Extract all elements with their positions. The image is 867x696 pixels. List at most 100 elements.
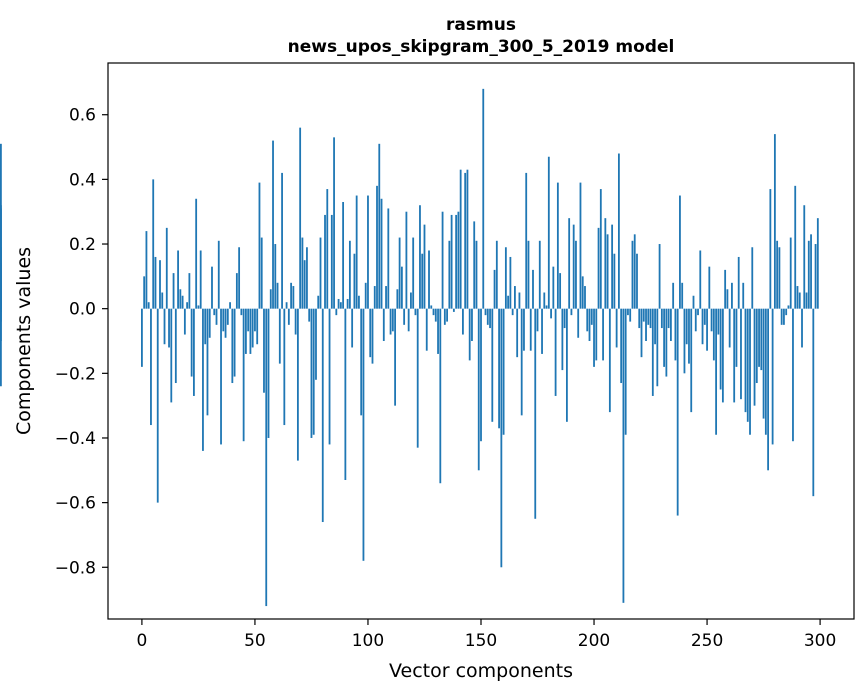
bar <box>256 308 259 345</box>
bar <box>701 308 704 345</box>
bar <box>477 308 480 471</box>
bar <box>764 308 767 435</box>
bar <box>719 308 722 390</box>
bar <box>778 247 781 309</box>
bar <box>753 308 756 406</box>
bar <box>758 308 760 367</box>
bar <box>342 202 345 309</box>
bar <box>238 247 241 309</box>
bar <box>489 308 491 329</box>
x-axis: 0 50 100 150 200 250 300 <box>136 619 836 651</box>
bar <box>276 282 279 309</box>
bar <box>710 308 713 332</box>
bar <box>735 308 738 367</box>
bar <box>493 269 496 309</box>
bar <box>213 308 216 316</box>
y-tick-label: −0.6 <box>55 494 96 514</box>
bar <box>0 308 2 341</box>
bar <box>543 292 546 309</box>
bar <box>412 237 415 309</box>
bar <box>324 214 326 309</box>
bar <box>317 295 320 309</box>
bar <box>484 308 487 316</box>
bar <box>498 308 500 429</box>
y-tick-label: 0.4 <box>69 170 96 190</box>
bar <box>242 308 245 442</box>
bar <box>0 263 2 309</box>
bar <box>195 198 198 309</box>
bar <box>150 308 152 426</box>
bar <box>636 253 638 309</box>
bar <box>744 308 747 413</box>
bar <box>708 266 711 309</box>
bar <box>568 218 571 309</box>
bar <box>339 302 342 309</box>
bar <box>794 185 797 309</box>
bar <box>665 308 668 377</box>
bar <box>211 266 213 309</box>
bar <box>676 308 679 516</box>
bar <box>807 240 810 309</box>
bar <box>780 308 783 325</box>
bar <box>430 305 433 309</box>
bar <box>645 308 647 341</box>
bar <box>504 247 507 309</box>
bar <box>217 240 220 309</box>
bars-group <box>0 88 819 607</box>
bar <box>292 286 295 309</box>
bar <box>654 308 656 345</box>
bar <box>611 224 614 309</box>
bar <box>697 308 699 316</box>
bar <box>595 308 598 361</box>
bar <box>168 308 170 348</box>
bar <box>269 289 272 309</box>
x-tick-label: 250 <box>691 631 723 651</box>
bar <box>145 231 148 309</box>
bar <box>608 308 611 413</box>
bar <box>152 179 155 309</box>
bar <box>165 227 168 309</box>
bar <box>278 308 281 364</box>
y-tick-label: 0.0 <box>69 300 96 320</box>
bar <box>161 292 164 309</box>
bar <box>459 169 462 309</box>
bar <box>742 282 745 309</box>
bar <box>296 308 299 461</box>
bar <box>170 308 173 403</box>
bar <box>333 137 335 309</box>
bar <box>326 189 329 309</box>
bar <box>550 308 552 319</box>
bar <box>249 308 252 354</box>
y-tick-label: 0.2 <box>69 235 96 255</box>
bar <box>315 308 317 380</box>
bar <box>593 308 595 367</box>
bar <box>174 308 177 384</box>
bar <box>204 308 207 345</box>
bar <box>154 256 157 309</box>
x-axis-label: Vector components <box>389 660 573 682</box>
bar <box>400 266 403 309</box>
bar <box>281 172 283 309</box>
bar <box>423 224 426 309</box>
bar <box>387 208 390 309</box>
bar <box>337 298 340 309</box>
bar <box>547 156 550 309</box>
y-axis-label: Components values <box>13 247 35 435</box>
bar <box>620 308 623 384</box>
bar <box>570 308 573 316</box>
bar <box>143 276 146 309</box>
y-tick-label: −0.8 <box>55 558 96 578</box>
bar <box>663 308 666 367</box>
bar <box>473 221 476 309</box>
bar <box>421 253 424 309</box>
bar <box>367 195 369 309</box>
bar <box>265 308 268 607</box>
bar <box>294 308 297 335</box>
y-axis: −0.8 −0.6 −0.4 −0.2 0.0 0.2 0.4 0.6 <box>55 106 108 578</box>
bar <box>328 308 331 445</box>
bar <box>554 308 557 396</box>
bar <box>448 240 451 309</box>
bar <box>631 240 634 309</box>
bar <box>396 289 399 309</box>
bar <box>586 308 589 332</box>
